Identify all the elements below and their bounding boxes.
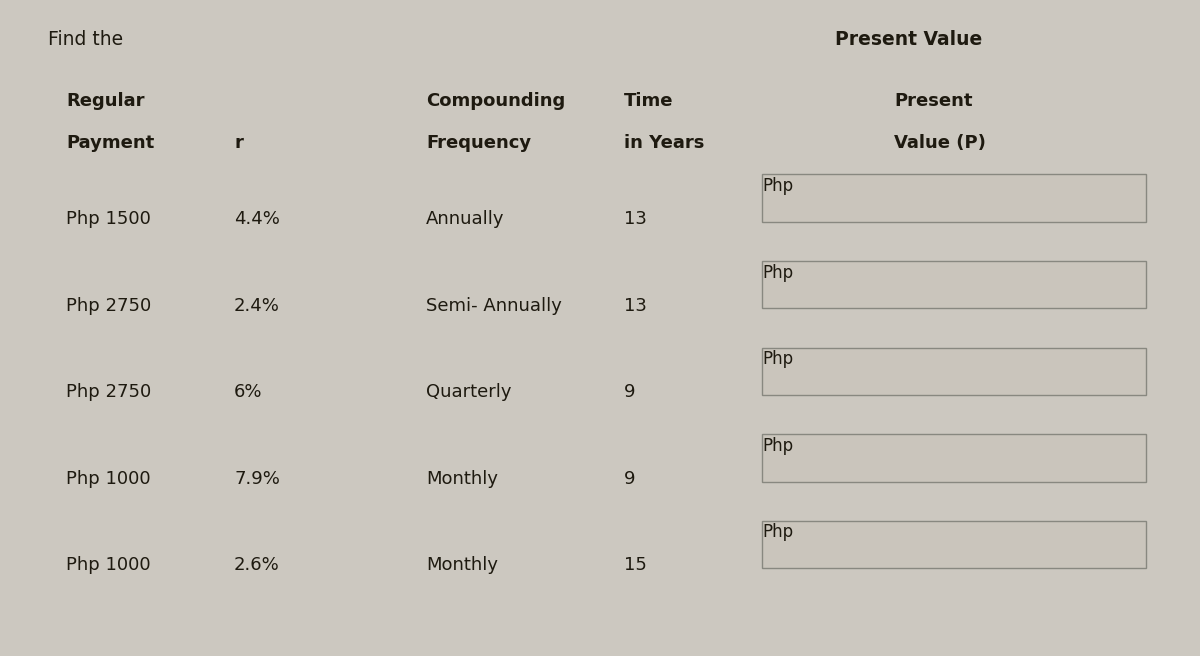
Text: in Years: in Years [624, 134, 704, 152]
Text: Find the: Find the [48, 30, 130, 49]
Text: Php: Php [762, 350, 793, 368]
Text: Php: Php [762, 523, 793, 541]
Bar [762, 174, 1146, 222]
Text: Semi- Annually: Semi- Annually [426, 297, 562, 314]
Text: 9: 9 [624, 383, 636, 401]
Text: Php 1500: Php 1500 [66, 210, 151, 228]
Bar [762, 434, 1146, 482]
Text: 6%: 6% [234, 383, 263, 401]
Text: 4.4%: 4.4% [234, 210, 280, 228]
Bar [762, 261, 1146, 308]
Text: r: r [234, 134, 242, 152]
Text: 2.4%: 2.4% [234, 297, 280, 314]
Text: Php 2750: Php 2750 [66, 297, 151, 314]
Text: Time: Time [624, 92, 673, 110]
Text: 2.6%: 2.6% [234, 556, 280, 574]
Text: Value (P): Value (P) [894, 134, 986, 152]
Text: 13: 13 [624, 210, 647, 228]
Text: 13: 13 [624, 297, 647, 314]
Text: Php: Php [762, 437, 793, 455]
Text: Monthly: Monthly [426, 556, 498, 574]
Text: Quarterly: Quarterly [426, 383, 511, 401]
Bar [762, 521, 1146, 568]
Text: Php 1000: Php 1000 [66, 556, 151, 574]
Text: Php 1000: Php 1000 [66, 470, 151, 487]
Text: Monthly: Monthly [426, 470, 498, 487]
Text: Regular: Regular [66, 92, 144, 110]
Bar [762, 348, 1146, 395]
Text: Php: Php [762, 177, 793, 195]
Text: 7.9%: 7.9% [234, 470, 280, 487]
Text: Payment: Payment [66, 134, 155, 152]
Text: Annually: Annually [426, 210, 504, 228]
Text: Frequency: Frequency [426, 134, 532, 152]
Text: 9: 9 [624, 470, 636, 487]
Text: Present Value: Present Value [835, 30, 983, 49]
Text: Present: Present [894, 92, 972, 110]
Text: 15: 15 [624, 556, 647, 574]
Text: Compounding: Compounding [426, 92, 565, 110]
Text: Php 2750: Php 2750 [66, 383, 151, 401]
Text: Php: Php [762, 264, 793, 281]
